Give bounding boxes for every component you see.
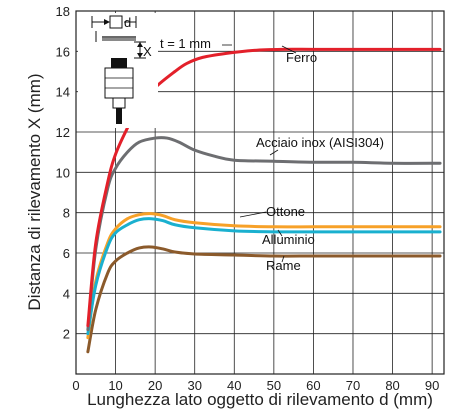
series-line-alluminio — [86, 217, 442, 336]
series-label-ottone: Ottone — [266, 204, 305, 219]
plot-frame — [75, 10, 445, 375]
sensor-inset-diagram: d X — [78, 13, 158, 128]
x-tick-label: 70 — [346, 378, 360, 393]
x-tick-label: 0 — [72, 378, 79, 393]
series-line-ottone — [86, 212, 442, 340]
y-tick-label: 2 — [63, 327, 70, 342]
series-line-rame — [86, 245, 442, 354]
leader-line-rame — [281, 255, 285, 263]
x-tick-label: 40 — [227, 378, 241, 393]
series-line-ferro — [86, 47, 442, 328]
x-tick-label: 20 — [148, 378, 162, 393]
y-tick-label: 18 — [56, 4, 70, 19]
leader-line-ottone — [239, 211, 267, 218]
x-axis-title: Lunghezza lato oggetto di rilevamento d … — [87, 390, 433, 409]
x-tick-label: 10 — [108, 378, 122, 393]
y-tick-label: 12 — [56, 125, 70, 140]
leader-line-acciaio — [269, 149, 279, 156]
inset-x-label: X — [143, 44, 152, 59]
series-label-rame: Rame — [266, 258, 301, 273]
series-label-acciaio: Acciaio inox (AISI304) — [256, 135, 384, 150]
x-tick-label: 60 — [306, 378, 320, 393]
series-label-alluminio: Alluminio — [262, 232, 315, 247]
x-tick-labels: 0 10 20 30 40 50 60 70 80 90 — [72, 378, 439, 393]
y-tick-label: 4 — [63, 286, 70, 301]
series-line-acciaio — [86, 136, 442, 332]
y-tick-label: 16 — [56, 44, 70, 59]
y-axis-title: Distanza di rilevamento X (mm) — [25, 73, 44, 310]
leader-line-alluminio — [277, 229, 283, 237]
leader-line-ferro — [281, 45, 297, 54]
x-tick-label: 30 — [187, 378, 201, 393]
y-tick-labels: 2 4 6 8 10 12 14 16 18 — [56, 4, 70, 342]
y-tick-label: 8 — [63, 206, 70, 221]
series-label-ferro: Ferro — [286, 50, 317, 65]
x-tick-label: 80 — [385, 378, 399, 393]
x-tick-label: 90 — [425, 378, 439, 393]
y-tick-label: 10 — [56, 165, 70, 180]
series-lines — [86, 47, 442, 354]
thickness-annotation: t = 1 mm — [160, 36, 211, 51]
x-tick-label: 50 — [267, 378, 281, 393]
inset-d-label: d — [124, 15, 131, 30]
y-tick-label: 14 — [56, 85, 70, 100]
y-tick-label: 6 — [63, 246, 70, 261]
